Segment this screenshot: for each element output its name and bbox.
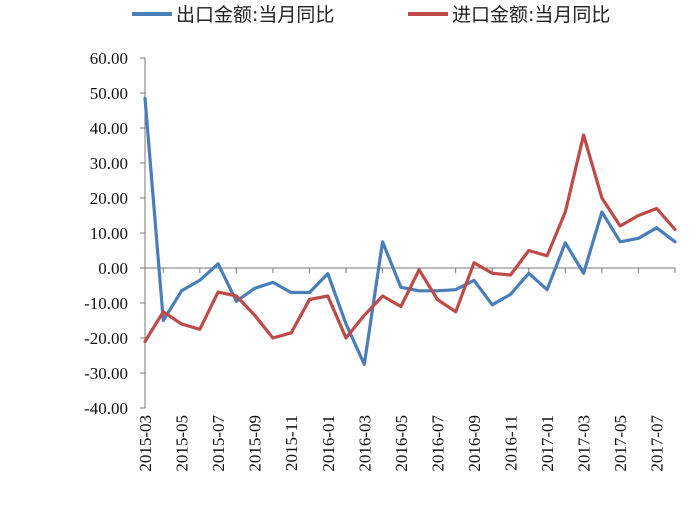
data-point-export (436, 289, 439, 292)
x-tick-label: 2017-07 (648, 415, 667, 472)
y-tick-label: 50.00 (90, 84, 128, 103)
data-point-import (253, 314, 256, 317)
data-point-import (600, 196, 604, 200)
data-point-import (363, 314, 366, 317)
data-point-export (216, 262, 220, 265)
data-point-export (472, 279, 476, 282)
y-tick-label: -10.00 (84, 294, 128, 313)
data-point-import (454, 310, 457, 313)
data-point-import (509, 273, 512, 277)
data-point-import (472, 261, 476, 264)
y-tick-label: 40.00 (90, 119, 128, 138)
data-point-import (344, 336, 348, 340)
data-point-import (180, 322, 183, 326)
data-point-export (454, 288, 457, 291)
x-tick-label: 2017-03 (575, 415, 594, 472)
data-point-export (399, 286, 403, 289)
data-point-export (344, 322, 348, 326)
x-tick-label: 2016-07 (428, 415, 447, 472)
x-tick-label: 2016-09 (465, 415, 484, 472)
x-tick-label: 2016-03 (355, 415, 374, 472)
y-tick-label: 0.00 (98, 259, 128, 278)
data-point-export (673, 240, 677, 243)
data-point-export (582, 272, 585, 275)
data-point-import (326, 294, 329, 298)
y-tick-label: -30.00 (84, 364, 128, 383)
data-point-import (491, 272, 494, 275)
legend: 出口金额:当月同比 进口金额:当月同比 (132, 4, 610, 26)
data-point-export (143, 97, 147, 100)
x-tick-label: 2016-05 (392, 415, 411, 472)
data-point-import (637, 214, 640, 217)
legend-label-export: 出口金额:当月同比 (176, 4, 334, 26)
data-point-export (417, 289, 421, 292)
x-tick-label: 2015-09 (246, 415, 265, 472)
data-point-import (527, 249, 530, 252)
data-point-import (216, 290, 220, 294)
x-tick-label: 2016-01 (319, 415, 338, 472)
data-point-export (527, 272, 530, 275)
data-point-import (381, 294, 384, 298)
data-point-import (436, 298, 439, 301)
x-tick-label: 2017-05 (611, 415, 630, 472)
y-tick-label: 20.00 (90, 189, 128, 208)
data-point-import (417, 268, 421, 271)
data-point-import (198, 328, 202, 331)
data-point-export (271, 281, 275, 284)
data-point-export (381, 240, 384, 243)
x-tick-label: 2016-11 (502, 415, 521, 471)
x-tick-label: 2017-01 (538, 415, 557, 472)
data-point-import (308, 298, 311, 301)
data-point-export (491, 303, 494, 306)
data-point-import (235, 294, 238, 298)
y-tick-label: -40.00 (84, 399, 128, 418)
data-point-export (545, 288, 549, 291)
data-point-import (162, 310, 165, 313)
data-point-export (363, 363, 366, 366)
x-tick-label: 2015-03 (136, 415, 155, 472)
data-point-import (582, 133, 585, 137)
data-point-export (655, 226, 658, 229)
series-line-import (143, 133, 677, 344)
x-tick-label: 2015-11 (282, 415, 301, 471)
data-point-export (308, 291, 311, 294)
x-tick-label: 2015-05 (173, 415, 192, 472)
data-point-import (618, 224, 622, 228)
x-tick-label: 2015-07 (209, 415, 228, 472)
data-point-export (198, 279, 202, 282)
data-point-import (399, 305, 403, 308)
data-point-export (637, 237, 640, 240)
data-point-export (564, 241, 567, 244)
data-point-import (564, 210, 567, 214)
data-point-export (509, 293, 512, 296)
data-point-export (600, 210, 604, 214)
data-point-export (162, 319, 165, 322)
series-line-export (143, 96, 677, 366)
data-point-import (143, 340, 147, 343)
legend-label-import: 进口金额:当月同比 (452, 4, 610, 26)
data-point-import (271, 336, 275, 340)
data-point-import (545, 254, 549, 257)
data-point-export (180, 289, 183, 292)
data-point-import (673, 228, 677, 231)
data-point-export (235, 300, 238, 303)
data-point-import (655, 207, 658, 210)
data-point-export (326, 272, 329, 275)
y-tick-label: 60.00 (90, 49, 128, 68)
y-tick-label: -20.00 (84, 329, 128, 348)
y-tick-label: 30.00 (90, 154, 128, 173)
data-point-export (290, 291, 293, 294)
y-axis: 60.00 50.00 40.00 30.00 20.00 10.00 0.00 -10.00… (84, 49, 146, 418)
data-point-import (290, 331, 293, 334)
y-tick-label: 10.00 (90, 224, 128, 243)
data-point-export (618, 240, 622, 243)
series-group (143, 96, 677, 366)
x-axis: 2015-03 2015-05 2015-07 2015-09 2015-11 2016-… (136, 267, 676, 472)
data-point-export (253, 287, 256, 290)
